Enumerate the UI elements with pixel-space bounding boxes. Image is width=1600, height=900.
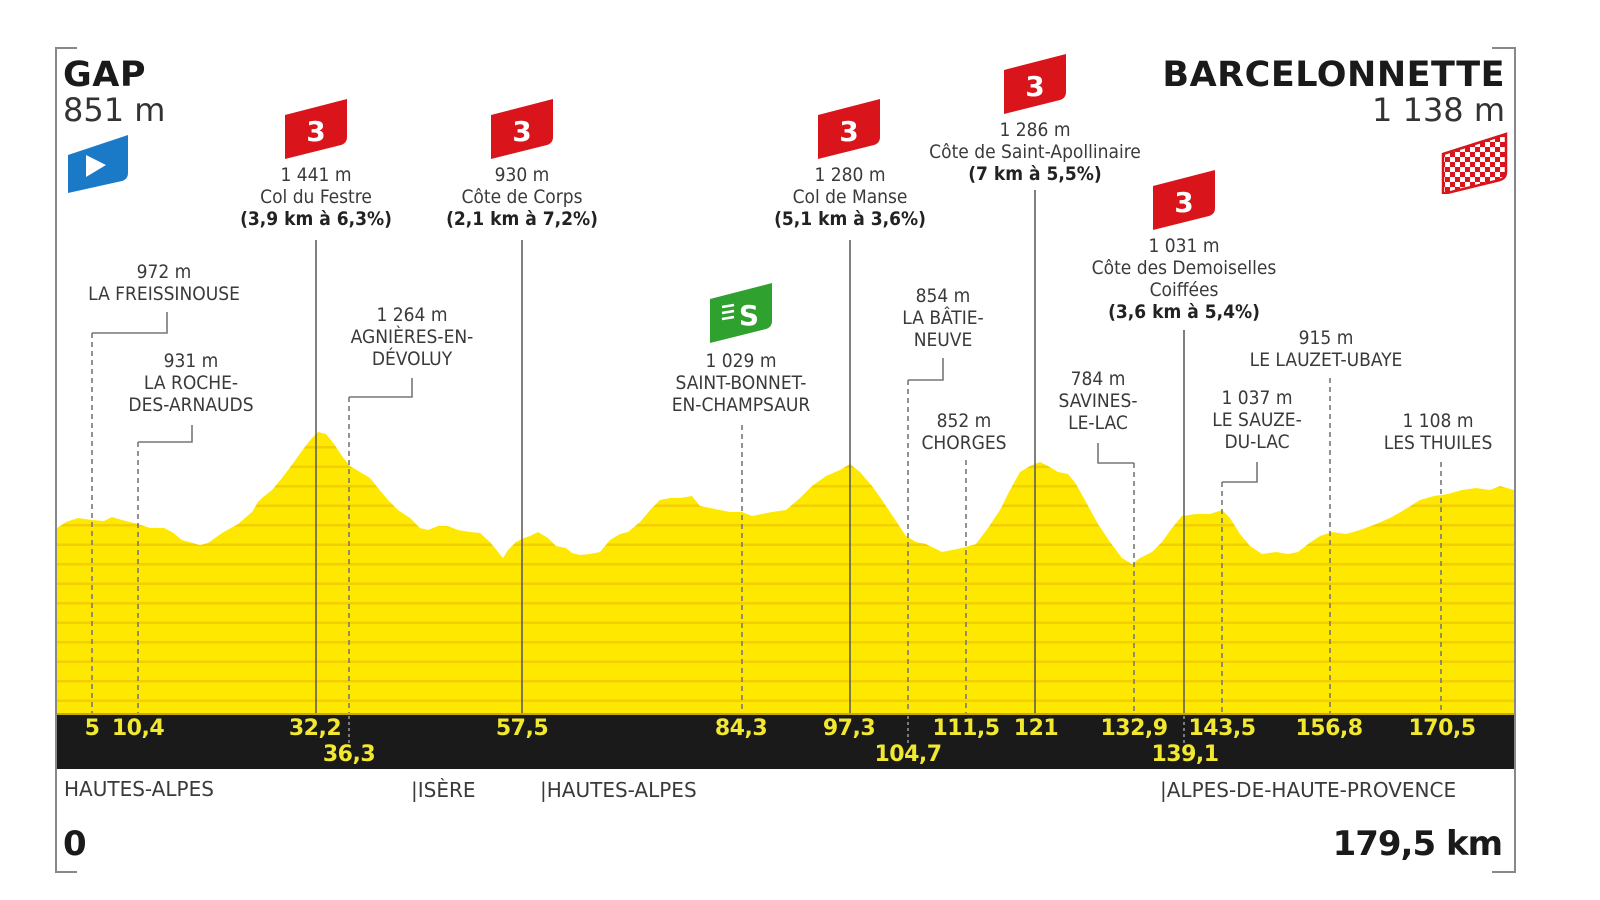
finish-city: BARCELONNETTE	[1162, 55, 1505, 95]
town-label: 784 m SAVINES- LE-LAC	[1058, 368, 1138, 434]
km-marker: 97,3	[822, 716, 876, 741]
department-label: |HAUTES-ALPES	[540, 778, 697, 802]
climb-category-flag-icon: 3	[285, 99, 347, 159]
climb-category-flag-icon: 3	[1153, 170, 1215, 230]
km-marker: 143,5	[1188, 716, 1256, 741]
town-label: 854 m LA BÂTIE- NEUVE	[902, 285, 984, 351]
km-marker: 170,5	[1408, 716, 1476, 741]
km-marker: 10,4	[111, 716, 165, 741]
svg-text:3: 3	[1025, 70, 1044, 103]
department-label: |ISÈRE	[411, 778, 476, 802]
profile-area	[57, 432, 1514, 714]
finish-altitude: 1 138 m	[1372, 91, 1505, 129]
svg-text:S: S	[739, 299, 759, 332]
town-label: 931 m LA ROCHE- DES-ARNAUDS	[128, 350, 254, 416]
town-lines	[91, 312, 1442, 760]
svg-text:3: 3	[1174, 186, 1193, 219]
frame-corner	[55, 871, 77, 873]
town-label: 915 m LE LAUZET-UBAYE	[1249, 327, 1403, 371]
svg-text:3: 3	[839, 115, 858, 148]
climb-label: 1 286 m Côte de Saint-Apollinaire (7 km …	[929, 119, 1141, 185]
km-marker: 111,5	[932, 716, 1000, 741]
finish-flag-icon	[1441, 132, 1508, 194]
start-city: GAP	[63, 55, 146, 95]
town-label: 852 m CHORGES	[921, 410, 1007, 454]
km-marker: 121	[1013, 716, 1059, 741]
start-altitude: 851 m	[63, 91, 166, 129]
km-marker: 104,7	[874, 742, 942, 767]
km-marker: 139,1	[1151, 742, 1219, 767]
km-marker: 5	[84, 716, 100, 741]
km-marker: 32,2	[288, 716, 342, 741]
town-label: 1 108 m LES THUILES	[1383, 410, 1493, 454]
start-distance: 0	[63, 824, 87, 864]
town-label: 1 037 m LE SAUZE- DU-LAC	[1212, 387, 1302, 453]
frame-left	[55, 47, 57, 873]
sprint-flag-icon: S	[710, 283, 772, 343]
department-label: |ALPES-DE-HAUTE-PROVENCE	[1160, 778, 1457, 802]
start-flag-icon	[68, 135, 128, 193]
frame-corner	[55, 47, 77, 49]
km-marker: 132,9	[1100, 716, 1168, 741]
climb-lines	[315, 190, 1185, 714]
climb-category-flag-icon: 3	[818, 99, 880, 159]
town-label: 972 m LA FREISSINOUSE	[88, 261, 240, 305]
frame-right	[1514, 47, 1516, 873]
km-marker: 57,5	[495, 716, 549, 741]
total-distance: 179,5 km	[1332, 824, 1503, 864]
climb-label: 1 441 m Col du Festre (3,9 km à 6,3%)	[240, 164, 392, 230]
department-label: HAUTES-ALPES	[64, 777, 214, 801]
climb-category-flag-icon: 3	[491, 99, 553, 159]
climb-label: 1 031 m Côte des Demoiselles Coiffées (3…	[1091, 235, 1277, 323]
km-marker: 84,3	[714, 716, 768, 741]
climb-category-flag-icon: 3	[1004, 54, 1066, 114]
climb-label: 1 280 m Col de Manse (5,1 km à 3,6%)	[774, 164, 926, 230]
km-marker: 156,8	[1295, 716, 1363, 741]
km-marker: 36,3	[322, 742, 376, 767]
sprint-label: 1 029 m SAINT-BONNET- EN-CHAMPSAUR	[671, 350, 811, 416]
svg-text:3: 3	[306, 115, 325, 148]
frame-corner	[1492, 47, 1516, 49]
svg-text:3: 3	[512, 115, 531, 148]
climb-label: 930 m Côte de Corps (2,1 km à 7,2%)	[446, 164, 598, 230]
frame-corner	[1492, 871, 1516, 873]
town-label: 1 264 m AGNIÈRES-EN- DÉVOLUY	[350, 304, 474, 370]
km-bar	[57, 714, 1514, 769]
